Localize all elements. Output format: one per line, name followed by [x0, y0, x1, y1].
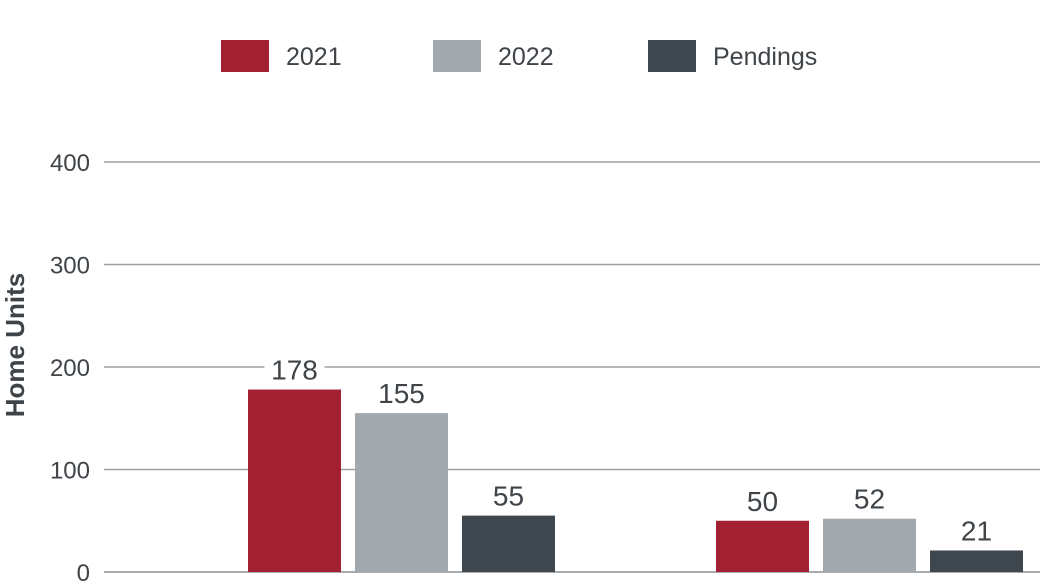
bar-2022-2: [823, 518, 916, 572]
bar-pendings-2: [930, 550, 1023, 572]
legend: 2021 2022 Pendings: [221, 40, 817, 72]
bar-2021-1: [248, 389, 341, 572]
data-label-backing-2022-1: [371, 377, 432, 410]
legend-swatch-pendings: [648, 40, 696, 72]
data-label-2022-2: 52: [854, 484, 885, 515]
data-label-2022-1: 155: [378, 378, 425, 409]
bars: 178 50 155 52 55 21: [248, 353, 1023, 572]
data-label-pendings-2: 21: [961, 515, 992, 546]
bar-pendings-1: [462, 515, 555, 572]
data-label-2021-2: 50: [747, 486, 778, 517]
data-label-backing-2022-2: [839, 482, 900, 515]
bar-2021-2: [716, 520, 809, 572]
data-label-backing-pendings-2: [946, 514, 1007, 547]
y-tick-label-400: 400: [50, 150, 90, 177]
legend-label-2021: 2021: [286, 43, 342, 71]
y-tick-label-0: 0: [77, 560, 90, 585]
bar-2022-1: [355, 413, 448, 572]
y-axis-title: Home Units: [0, 273, 30, 417]
data-label-2021-1: 178: [271, 355, 318, 386]
data-label-pendings-1: 55: [493, 481, 524, 512]
legend-label-pendings: Pendings: [713, 43, 817, 71]
gridlines: 0 100 200 300 400: [50, 150, 1040, 585]
legend-swatch-2021: [221, 40, 269, 72]
data-label-backing-2021-2: [732, 484, 793, 517]
data-label-backing-pendings-1: [478, 479, 539, 512]
y-tick-label-200: 200: [50, 355, 90, 382]
legend-swatch-2022: [433, 40, 481, 72]
data-label-backing-2021-1: [264, 353, 325, 386]
y-tick-label-100: 100: [50, 458, 90, 485]
y-tick-label-300: 300: [50, 253, 90, 280]
legend-label-2022: 2022: [498, 43, 554, 71]
